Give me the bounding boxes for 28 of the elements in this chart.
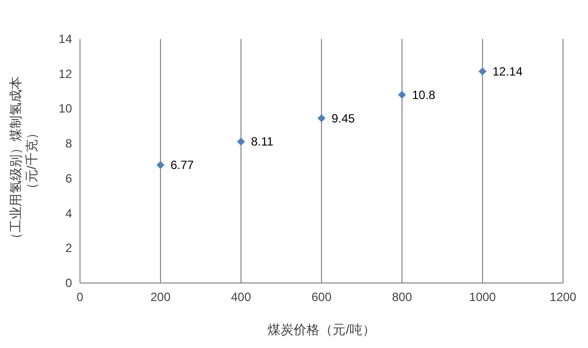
- y-tick-label: 12: [58, 66, 72, 81]
- point: [318, 114, 326, 122]
- x-tick-label: 600: [311, 290, 332, 304]
- data-label: 6.77: [170, 158, 194, 172]
- point: [237, 138, 245, 146]
- data-label: 9.45: [332, 111, 356, 126]
- y-tick-label: 4: [65, 206, 72, 220]
- data-label: 10.8: [412, 88, 436, 102]
- text: （元/千克）: [24, 126, 39, 196]
- y-tick-label: 2: [65, 241, 72, 256]
- x-axis-title: 煤炭价格（元/吨）: [268, 322, 376, 337]
- text: （工业用氢级别）煤制氢成本: [8, 76, 23, 246]
- y-tick-label: 14: [58, 32, 72, 46]
- x-tick-label: 400: [230, 290, 252, 304]
- point: [156, 161, 164, 170]
- x-tick-label: 800: [392, 290, 412, 304]
- y-tick-label: 6: [65, 171, 72, 186]
- point: [478, 67, 486, 76]
- y-tick-label: 0: [65, 276, 72, 290]
- point: [398, 90, 406, 99]
- data-label: 8.11: [251, 134, 274, 149]
- x-tick-label: 200: [150, 290, 171, 304]
- x-tick-label: 1200: [550, 290, 577, 304]
- data-label: 12.14: [492, 64, 523, 78]
- y-tick-label: 8: [65, 136, 72, 151]
- x-tick-label: 1000: [469, 290, 496, 304]
- y-tick-label: 10: [58, 102, 72, 116]
- x-tick-label: 0: [76, 290, 84, 304]
